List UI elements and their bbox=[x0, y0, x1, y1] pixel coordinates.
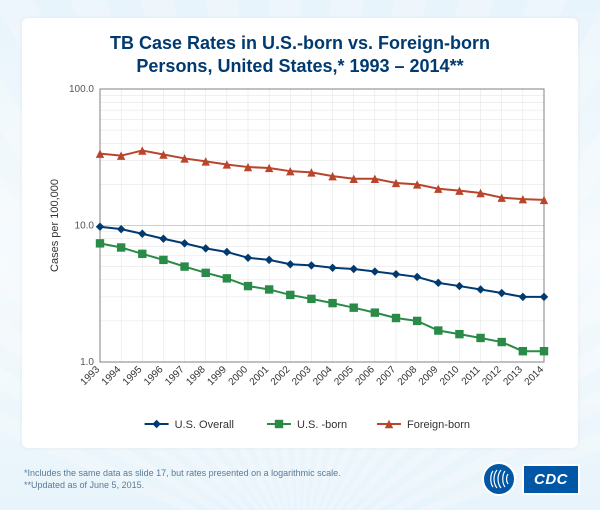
svg-text:Cases per 100,000: Cases per 100,000 bbox=[49, 179, 61, 272]
svg-text:10.0: 10.0 bbox=[75, 221, 95, 232]
svg-text:2005: 2005 bbox=[332, 364, 356, 388]
svg-text:2012: 2012 bbox=[480, 364, 504, 388]
svg-text:1996: 1996 bbox=[142, 364, 166, 388]
svg-text:1994: 1994 bbox=[100, 364, 124, 388]
chart-title: TB Case Rates in U.S.-born vs. Foreign-b… bbox=[42, 32, 558, 77]
footnote-2: **Updated as of June 5, 2015. bbox=[24, 479, 341, 492]
svg-text:U.S. -born: U.S. -born bbox=[297, 419, 347, 431]
title-line-1: TB Case Rates in U.S.-born vs. Foreign-b… bbox=[110, 33, 490, 53]
footnote-1: *Includes the same data as slide 17, but… bbox=[24, 467, 341, 480]
svg-text:1998: 1998 bbox=[184, 364, 208, 388]
title-line-2: Persons, United States,* 1993 – 2014** bbox=[136, 56, 463, 76]
svg-text:2003: 2003 bbox=[290, 364, 314, 388]
svg-text:2010: 2010 bbox=[438, 364, 462, 388]
svg-text:2002: 2002 bbox=[269, 364, 293, 388]
svg-text:1997: 1997 bbox=[163, 364, 187, 388]
chart-area: 1.010.0100.01993199419951996199719981999… bbox=[42, 83, 558, 438]
svg-text:1999: 1999 bbox=[205, 364, 229, 388]
chart-card: TB Case Rates in U.S.-born vs. Foreign-b… bbox=[22, 18, 578, 448]
svg-text:2001: 2001 bbox=[248, 364, 272, 388]
cdc-badge: CDC bbox=[482, 462, 580, 496]
svg-text:2000: 2000 bbox=[227, 364, 251, 388]
svg-text:2008: 2008 bbox=[396, 364, 420, 388]
svg-text:U.S. Overall: U.S. Overall bbox=[175, 419, 234, 431]
cdc-logo-text: CDC bbox=[522, 464, 580, 495]
svg-text:2004: 2004 bbox=[311, 364, 335, 388]
svg-text:100.0: 100.0 bbox=[69, 84, 94, 95]
svg-text:2006: 2006 bbox=[353, 364, 377, 388]
svg-text:2007: 2007 bbox=[375, 364, 399, 388]
hhs-seal-icon bbox=[482, 462, 516, 496]
svg-text:2013: 2013 bbox=[501, 364, 525, 388]
footnotes: *Includes the same data as slide 17, but… bbox=[24, 467, 341, 492]
svg-text:1995: 1995 bbox=[121, 364, 145, 388]
svg-text:Foreign-born: Foreign-born bbox=[407, 419, 470, 431]
svg-text:2014: 2014 bbox=[523, 364, 547, 388]
svg-text:2009: 2009 bbox=[417, 364, 441, 388]
svg-text:2011: 2011 bbox=[460, 364, 483, 387]
line-chart: 1.010.0100.01993199419951996199719981999… bbox=[42, 83, 558, 438]
